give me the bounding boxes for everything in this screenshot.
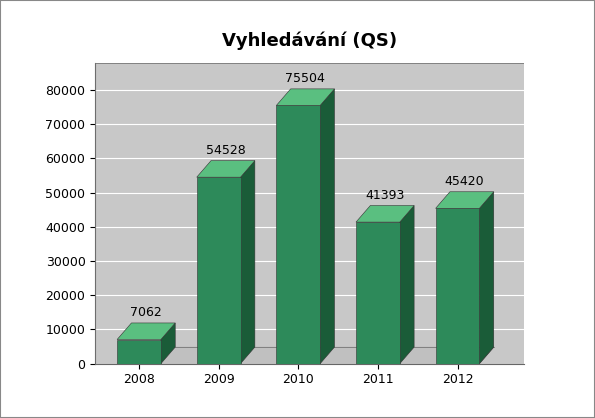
Polygon shape [117,339,161,364]
Polygon shape [276,105,320,364]
Title: Vyhledávání (QS): Vyhledávání (QS) [222,31,397,50]
Text: 41393: 41393 [365,189,405,202]
Polygon shape [436,192,494,208]
Polygon shape [240,161,255,364]
Polygon shape [480,192,494,364]
Polygon shape [356,222,400,364]
Text: 45420: 45420 [445,175,484,188]
Polygon shape [320,89,334,364]
Polygon shape [197,177,240,364]
Polygon shape [400,206,414,364]
Text: 54528: 54528 [206,144,246,157]
Polygon shape [436,208,480,364]
Text: 7062: 7062 [130,306,162,319]
Text: 75504: 75504 [286,72,325,85]
Polygon shape [117,347,494,364]
Polygon shape [81,46,95,364]
Polygon shape [161,323,175,364]
Polygon shape [356,206,414,222]
Polygon shape [276,89,334,105]
Polygon shape [117,323,175,339]
Polygon shape [81,46,524,63]
Polygon shape [197,161,255,177]
